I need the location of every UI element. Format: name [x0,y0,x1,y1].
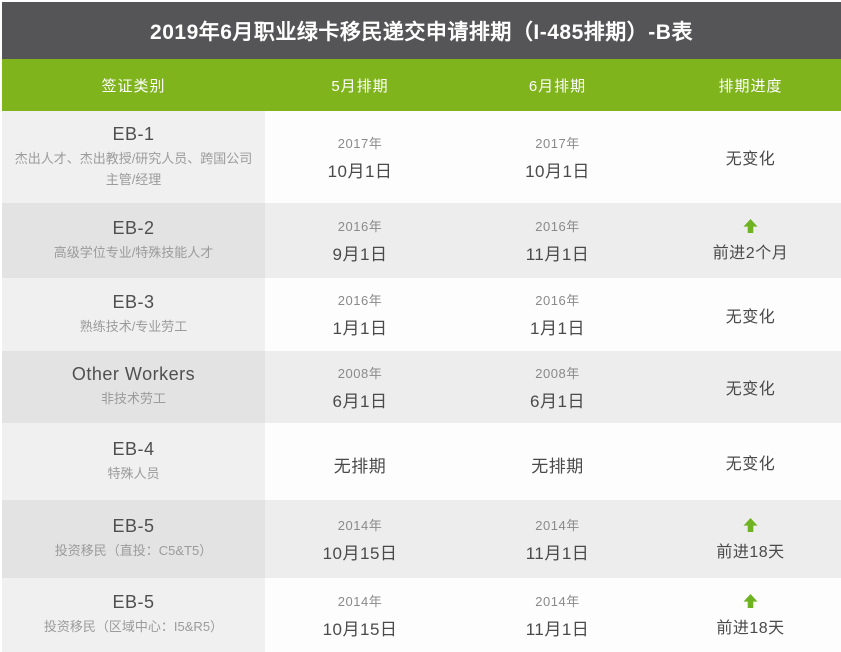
column-header-june-cutoff: 6月排期 [528,77,587,95]
progress-text: 无变化 [725,151,776,168]
cutoff-year: 2008年 [535,365,580,381]
cutoff-date: 10月1日 [525,161,590,181]
progress-cell: 前进18天 [660,578,841,652]
category-cell: EB-5 投资移民（区域中心：I5&R5） [2,578,265,652]
progress-text: 前进18天 [716,543,785,561]
category-name: EB-2 [112,217,155,238]
june-cutoff-cell: 2014年 11月1日 [455,578,660,652]
category-cell: EB-5 投资移民（直投：C5&T5） [2,500,265,578]
cutoff-year: 2017年 [337,135,383,151]
up-arrow-icon [742,218,759,234]
cutoff-year: 2016年 [535,219,580,234]
table-row-eb5-regional: EB-5 投资移民（区域中心：I5&R5） 2014年 10月15日 2014年… [2,578,841,652]
table-header-row: 签证类别 5月排期 6月排期 排期进度 [2,59,841,111]
category-description: 杰出人才、杰出教授/研究人员、跨国公司主管/经理 [14,150,253,187]
category-name: EB-4 [112,438,155,459]
cutoff-date: 11月1日 [525,619,590,639]
cutoff-date: 10月15日 [322,543,398,563]
page-title: 2019年6月职业绿卡移民递交申请排期（I-485排期）-B表 [150,20,693,44]
cutoff-year: 2016年 [535,293,580,308]
cutoff-date: 11月1日 [525,543,590,563]
progress-text: 无变化 [725,455,776,473]
table-row-eb5-direct: EB-5 投资移民（直投：C5&T5） 2014年 10月15日 2014年 1… [2,500,841,578]
cutoff-year: 2016年 [337,293,383,308]
category-description: 特殊人员 [107,465,160,481]
table-row-eb4: EB-4 特殊人员 无排期 无排期 无变化 [2,423,841,500]
progress-cell: 无变化 [660,351,841,423]
cutoff-date: 6月1日 [530,391,585,411]
cutoff-date: 1月1日 [530,319,585,338]
category-description: 投资移民（区域中心：I5&R5） [43,619,224,635]
category-name: EB-1 [112,123,155,144]
june-cutoff-cell: 无排期 [455,423,660,500]
progress-cell: 无变化 [660,423,841,500]
cutoff-date: 9月1日 [332,245,388,264]
june-cutoff-cell: 2016年 1月1日 [455,278,660,351]
cutoff-date: 6月1日 [332,391,388,411]
may-cutoff-cell: 2016年 1月1日 [265,278,455,351]
may-cutoff-cell: 2017年 10月1日 [265,111,455,203]
progress-cell: 前进2个月 [660,203,841,278]
category-description: 非技术劳工 [100,391,166,407]
progress-cell: 无变化 [660,278,841,351]
progress-text: 无变化 [725,308,776,326]
may-cutoff-cell: 2014年 10月15日 [265,500,455,578]
cutoff-date: 10月15日 [322,619,398,639]
table-row-eb3: EB-3 熟练技术/专业劳工 2016年 1月1日 2016年 1月1日 无变化 [2,278,841,351]
progress-text: 前进18天 [716,619,785,637]
category-description: 熟练技术/专业劳工 [79,318,188,334]
column-header-may-cutoff: 5月排期 [331,77,389,95]
cutoff-year: 2014年 [337,517,383,533]
category-name: EB-5 [112,592,155,613]
category-cell: EB-1 杰出人才、杰出教授/研究人员、跨国公司主管/经理 [2,111,265,203]
june-cutoff-cell: 2014年 11月1日 [455,500,660,578]
cutoff-date: 无排期 [333,456,387,476]
cutoff-year: 2017年 [535,135,580,151]
progress-text: 无变化 [725,381,776,398]
table-title-bar: 2019年6月职业绿卡移民递交申请排期（I-485排期）-B表 [2,2,841,59]
column-header-visa-category: 签证类别 [101,77,166,95]
cutoff-date: 1月1日 [332,319,388,338]
cutoff-year: 2008年 [337,365,383,381]
june-cutoff-cell: 2008年 6月1日 [455,351,660,423]
cutoff-year: 2014年 [535,517,580,533]
column-header-progress: 排期进度 [718,77,783,95]
cutoff-year: 2016年 [337,219,383,234]
cutoff-date: 11月1日 [525,245,590,264]
category-cell: EB-3 熟练技术/专业劳工 [2,278,265,351]
may-cutoff-cell: 2008年 6月1日 [265,351,455,423]
june-cutoff-cell: 2017年 10月1日 [455,111,660,203]
category-cell: Other Workers 非技术劳工 [2,351,265,423]
up-arrow-icon [742,593,759,609]
cutoff-year: 2014年 [337,593,383,609]
cutoff-year: 2014年 [535,593,580,609]
category-name: EB-3 [112,291,155,312]
category-name: Other Workers [71,364,196,385]
category-description: 高级学位专业/特殊技能人才 [53,244,214,260]
category-name: EB-5 [112,516,155,537]
category-cell: EB-4 特殊人员 [2,423,265,500]
progress-cell: 无变化 [660,111,841,203]
may-cutoff-cell: 2016年 9月1日 [265,203,455,278]
category-description: 投资移民（直投：C5&T5） [54,543,213,559]
cutoff-date: 10月1日 [327,161,393,181]
up-arrow-icon [742,517,759,533]
progress-cell: 前进18天 [660,500,841,578]
may-cutoff-cell: 无排期 [265,423,455,500]
table-row-eb1: EB-1 杰出人才、杰出教授/研究人员、跨国公司主管/经理 2017年 10月1… [2,111,841,203]
may-cutoff-cell: 2014年 10月15日 [265,578,455,652]
june-cutoff-cell: 2016年 11月1日 [455,203,660,278]
category-cell: EB-2 高级学位专业/特殊技能人才 [2,203,265,278]
table-row-other-workers: Other Workers 非技术劳工 2008年 6月1日 2008年 6月1… [2,351,841,423]
progress-text: 前进2个月 [712,245,789,262]
table-row-eb2: EB-2 高级学位专业/特殊技能人才 2016年 9月1日 2016年 11月1… [2,203,841,278]
cutoff-date: 无排期 [531,456,584,476]
